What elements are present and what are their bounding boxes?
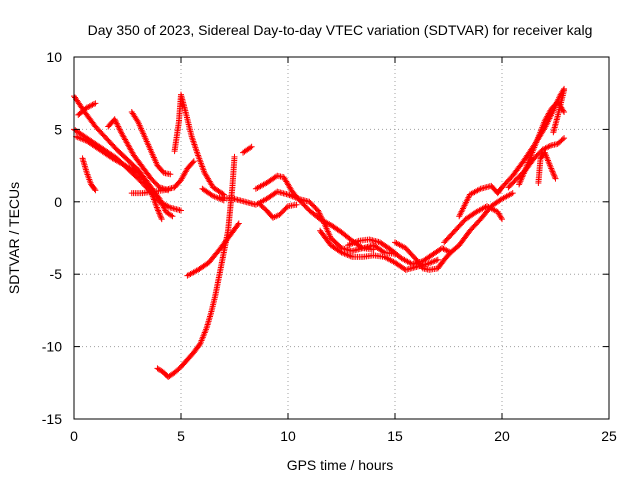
series-track-13 <box>240 143 255 156</box>
grid-lines <box>74 57 609 419</box>
x-tick-label: 5 <box>177 428 185 444</box>
data-marker-track <box>456 85 568 220</box>
data-marker-track <box>252 172 377 253</box>
y-tick-label: 5 <box>54 121 62 137</box>
data-marker-track <box>392 190 516 273</box>
data-marker-track <box>128 158 197 197</box>
data-marker-track <box>216 188 398 257</box>
data-marker-track <box>128 109 174 178</box>
axis-ticks: 0 5 10 15 20 25 -15 -10 -5 0 5 10 <box>42 49 617 444</box>
series-track-16 <box>257 201 300 221</box>
data-marker-track <box>171 91 227 198</box>
x-tick-label: 15 <box>387 428 403 444</box>
data-marker-track <box>317 227 441 273</box>
y-axis-label: SDTVAR / TECUs <box>6 182 22 294</box>
series-track-3 <box>73 133 165 223</box>
y-tick-label: -10 <box>42 339 62 355</box>
chart-title: Day 350 of 2023, Sidereal Day-to-day VTE… <box>88 22 593 38</box>
x-tick-label: 20 <box>494 428 510 444</box>
series-track-25 <box>550 87 568 136</box>
series-track-14 <box>216 188 398 257</box>
series-track-15 <box>252 172 377 253</box>
series-track-12 <box>184 220 242 279</box>
data-marker-track <box>75 100 99 118</box>
data-marker-track <box>73 133 165 223</box>
y-tick-label: -5 <box>50 266 63 282</box>
y-tick-label: 0 <box>54 194 62 210</box>
series-track-5 <box>79 155 99 194</box>
data-marker-track <box>535 149 559 186</box>
series-track-20 <box>441 203 505 246</box>
data-marker-track <box>441 203 505 246</box>
y-tick-label: -15 <box>42 411 62 427</box>
data-marker-track <box>550 87 568 136</box>
series-track-24 <box>535 149 559 186</box>
x-tick-label: 25 <box>601 428 617 444</box>
data-marker-track <box>105 116 172 194</box>
x-tick-label: 10 <box>280 428 296 444</box>
series-track-23 <box>505 135 568 191</box>
series-track-8 <box>128 158 197 197</box>
series-track-19 <box>392 190 516 273</box>
y-tick-label: 10 <box>46 49 62 65</box>
data-marker-track <box>79 155 99 194</box>
x-axis-label: GPS time / hours <box>287 457 394 473</box>
data-marker-track <box>505 135 568 191</box>
data-marker-track <box>240 143 255 156</box>
series-track-7 <box>128 109 174 178</box>
data-marker-track <box>257 201 300 221</box>
series-track-4 <box>75 100 99 118</box>
series-track-17 <box>317 227 441 273</box>
data-marker-track <box>184 220 242 279</box>
x-tick-label: 0 <box>70 428 78 444</box>
series-track-21 <box>456 85 568 220</box>
plot-frame <box>73 56 610 420</box>
series-track-6 <box>105 116 172 194</box>
data-points <box>71 85 568 381</box>
series-track-9 <box>171 91 227 198</box>
